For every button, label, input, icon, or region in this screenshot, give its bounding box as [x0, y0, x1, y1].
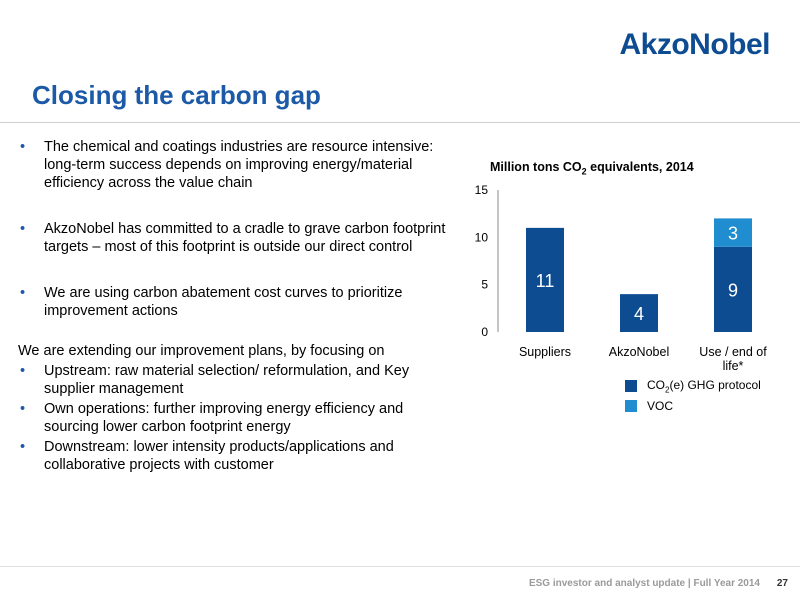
- bullet-marker: •: [20, 221, 26, 237]
- bar-ghg: [714, 246, 752, 332]
- x-tick-label: Suppliers: [519, 345, 571, 359]
- bar-ghg: [620, 294, 658, 332]
- footer-divider: [0, 566, 800, 567]
- x-tick-label: life*: [723, 359, 744, 373]
- chart-legend: CO2(e) GHG protocol VOC: [625, 376, 761, 416]
- bullet-item: • Own operations: further improving ener…: [18, 400, 448, 436]
- bullet-marker: •: [20, 439, 26, 455]
- bullet-text: Upstream: raw material selection/ reform…: [44, 363, 410, 397]
- y-tick-label: 15: [475, 183, 489, 197]
- legend-label: CO2(e) GHG protocol: [647, 377, 761, 395]
- chart-title: Million tons CO2 equivalents, 2014: [490, 160, 694, 177]
- legend-item-voc: VOC: [625, 396, 761, 416]
- bullet-item: • AkzoNobel has committed to a cradle to…: [18, 220, 448, 256]
- x-tick-label: Use / end of: [699, 345, 767, 359]
- bar-ghg: [526, 227, 564, 332]
- bar-value-label: 4: [634, 304, 644, 324]
- bullet-text: We are using carbon abatement cost curve…: [44, 285, 403, 319]
- x-tick-label: AkzoNobel: [609, 345, 669, 359]
- legend-label: VOC: [647, 399, 674, 413]
- page-number: 27: [776, 578, 788, 589]
- bullet-text: Own operations: further improving energy…: [44, 401, 404, 435]
- bullet-item: • Downstream: lower intensity products/a…: [18, 438, 448, 474]
- y-tick-label: 5: [481, 278, 488, 292]
- bullet-marker: •: [20, 363, 26, 379]
- bar-chart-svg: 0 5 10 15 11 Suppliers 4 AkzoNobel 9 3 Use / end o…: [475, 183, 768, 373]
- bullet-item: • We are using carbon abatement cost cur…: [18, 284, 448, 320]
- bullet-marker: •: [20, 401, 26, 417]
- carbon-footprint-chart: Million tons CO2 equivalents, 2014 0 5 10 1…: [460, 150, 790, 450]
- text-column: • The chemical and coatings industries a…: [18, 138, 448, 474]
- legend-swatch: [625, 380, 637, 392]
- akzonobel-logo: AkzoNobel: [619, 28, 770, 61]
- bullet-text: The chemical and coatings industries are…: [44, 139, 434, 191]
- bar-value-label: 3: [728, 224, 738, 244]
- bullet-marker: •: [20, 139, 26, 155]
- bar-value-label: 11: [536, 271, 555, 291]
- title-divider: [0, 122, 800, 123]
- page-title: Closing the carbon gap: [32, 80, 321, 110]
- bullet-text: AkzoNobel has committed to a cradle to g…: [44, 221, 446, 255]
- y-tick-label: 0: [481, 325, 488, 339]
- bullet-item: • Upstream: raw material selection/ refo…: [18, 362, 448, 398]
- bullet-item: • The chemical and coatings industries a…: [18, 138, 448, 192]
- y-tick-label: 10: [475, 230, 489, 244]
- bullet-marker: •: [20, 285, 26, 301]
- footer-text: ESG investor and analyst update | Full Y…: [528, 578, 760, 589]
- legend-item-ghg: CO2(e) GHG protocol: [625, 376, 761, 396]
- bar-value-label: 9: [728, 280, 738, 300]
- bullet-text: Downstream: lower intensity products/app…: [44, 439, 394, 473]
- legend-swatch: [625, 400, 637, 412]
- focus-intro: We are extending our improvement plans, …: [18, 343, 385, 359]
- bar-voc: [714, 218, 752, 247]
